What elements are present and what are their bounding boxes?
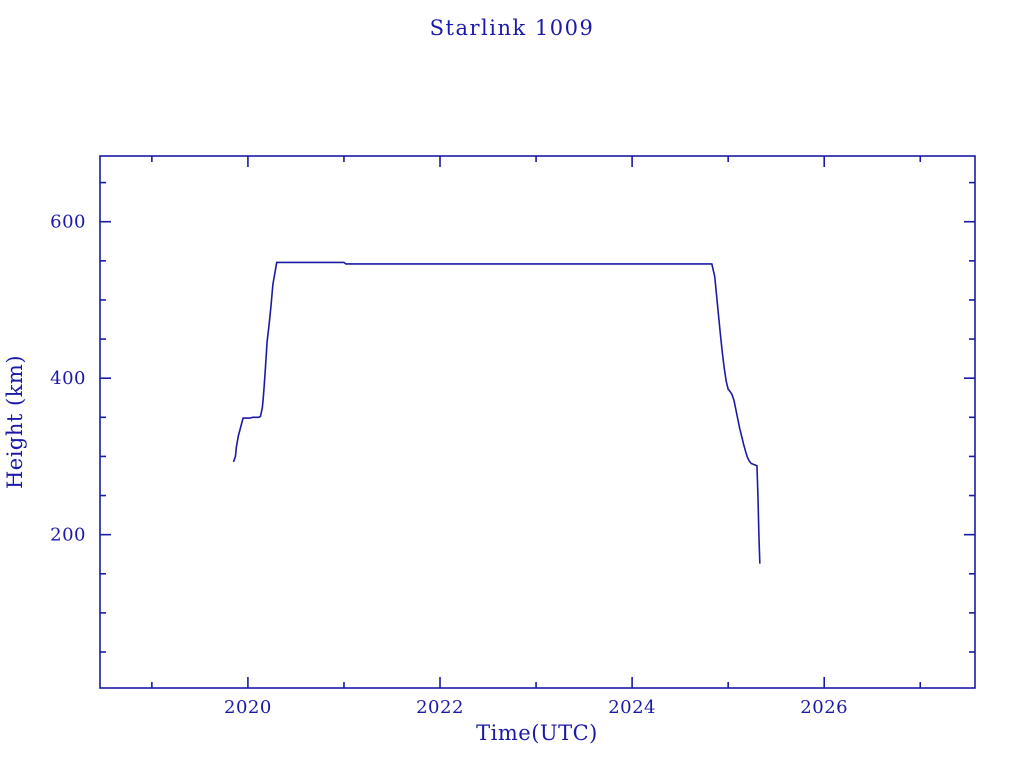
x-axis-title: Time(UTC) <box>476 721 598 745</box>
plot-frame <box>99 155 976 689</box>
x-tick-label: 2022 <box>416 697 464 718</box>
y-axis-tick-labels: 200 400 600 <box>50 212 86 546</box>
y-axis-title: Height (km) <box>3 355 27 489</box>
y-axis-ticks <box>100 181 975 653</box>
x-tick-label: 2020 <box>224 697 272 718</box>
x-axis-tick-labels: 2020 2022 2024 2026 <box>224 697 848 718</box>
x-axis-ticks <box>151 156 922 688</box>
height-series-line <box>232 261 761 564</box>
x-tick-label: 2026 <box>800 697 848 718</box>
x-tick-label: 2024 <box>608 697 656 718</box>
y-tick-label: 200 <box>50 525 86 546</box>
chart-title: Starlink 1009 <box>429 16 595 40</box>
y-tick-label: 600 <box>50 212 86 233</box>
y-tick-label: 400 <box>50 368 86 389</box>
